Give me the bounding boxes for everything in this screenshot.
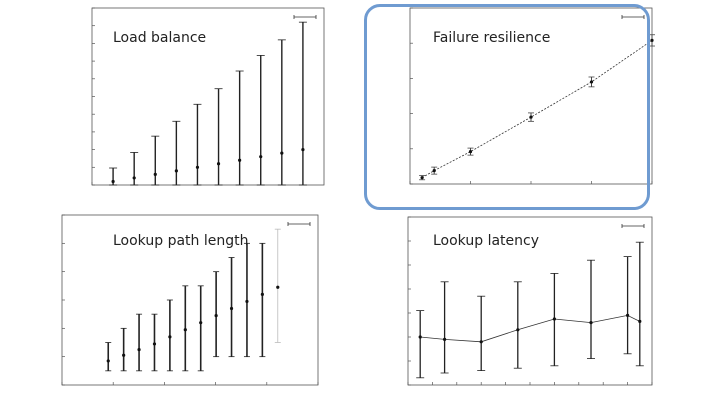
data-point [529,115,533,119]
data-point [260,292,264,296]
data-point [214,313,218,318]
data-point [174,169,178,173]
lookup-latency-chart [407,216,653,386]
data-point [132,176,136,180]
series-line [420,314,640,343]
data-point [229,306,234,311]
highlight-frame [364,4,650,210]
data-point [301,148,305,152]
data-point [589,80,594,84]
data-point [106,359,110,363]
failure-resilience-title: Failure resilience [433,30,551,46]
data-point [183,328,187,332]
load-balance-chart [91,7,325,186]
lookup-path-length-panel: Lookup path length [0,205,360,405]
lookup-path-length-chart [61,214,319,386]
data-point [432,169,436,173]
data-point [153,172,157,176]
data-point [216,162,221,166]
load-balance-title: Load balance [113,30,207,46]
data-point [626,313,630,317]
data-point [479,340,483,344]
data-point [443,337,447,341]
lookup-latency-title: Lookup latency [433,233,539,249]
data-point [638,319,642,323]
data-point [122,353,126,357]
data-point [420,176,424,180]
data-point [199,321,203,325]
failure-resilience-panel: Failure resilience [360,0,720,205]
data-point [418,335,422,339]
data-point [468,150,473,154]
data-point [195,165,200,169]
data-point [280,151,284,155]
data-point [111,179,115,184]
load-balance-panel: Load balance [0,0,360,205]
failure-resilience-chart [409,7,655,185]
lookup-latency-panel: Lookup latency [360,205,720,405]
data-point [238,158,242,162]
data-point [589,321,593,325]
data-point [137,347,141,352]
data-point [552,317,556,321]
data-point [259,155,263,159]
data-point [276,285,280,289]
series-line [421,40,653,179]
data-point [516,328,520,332]
data-point [152,342,157,346]
lookup-path-length-title: Lookup path length [113,233,249,249]
data-point [245,299,249,304]
data-point [650,38,654,42]
data-point [168,335,172,339]
